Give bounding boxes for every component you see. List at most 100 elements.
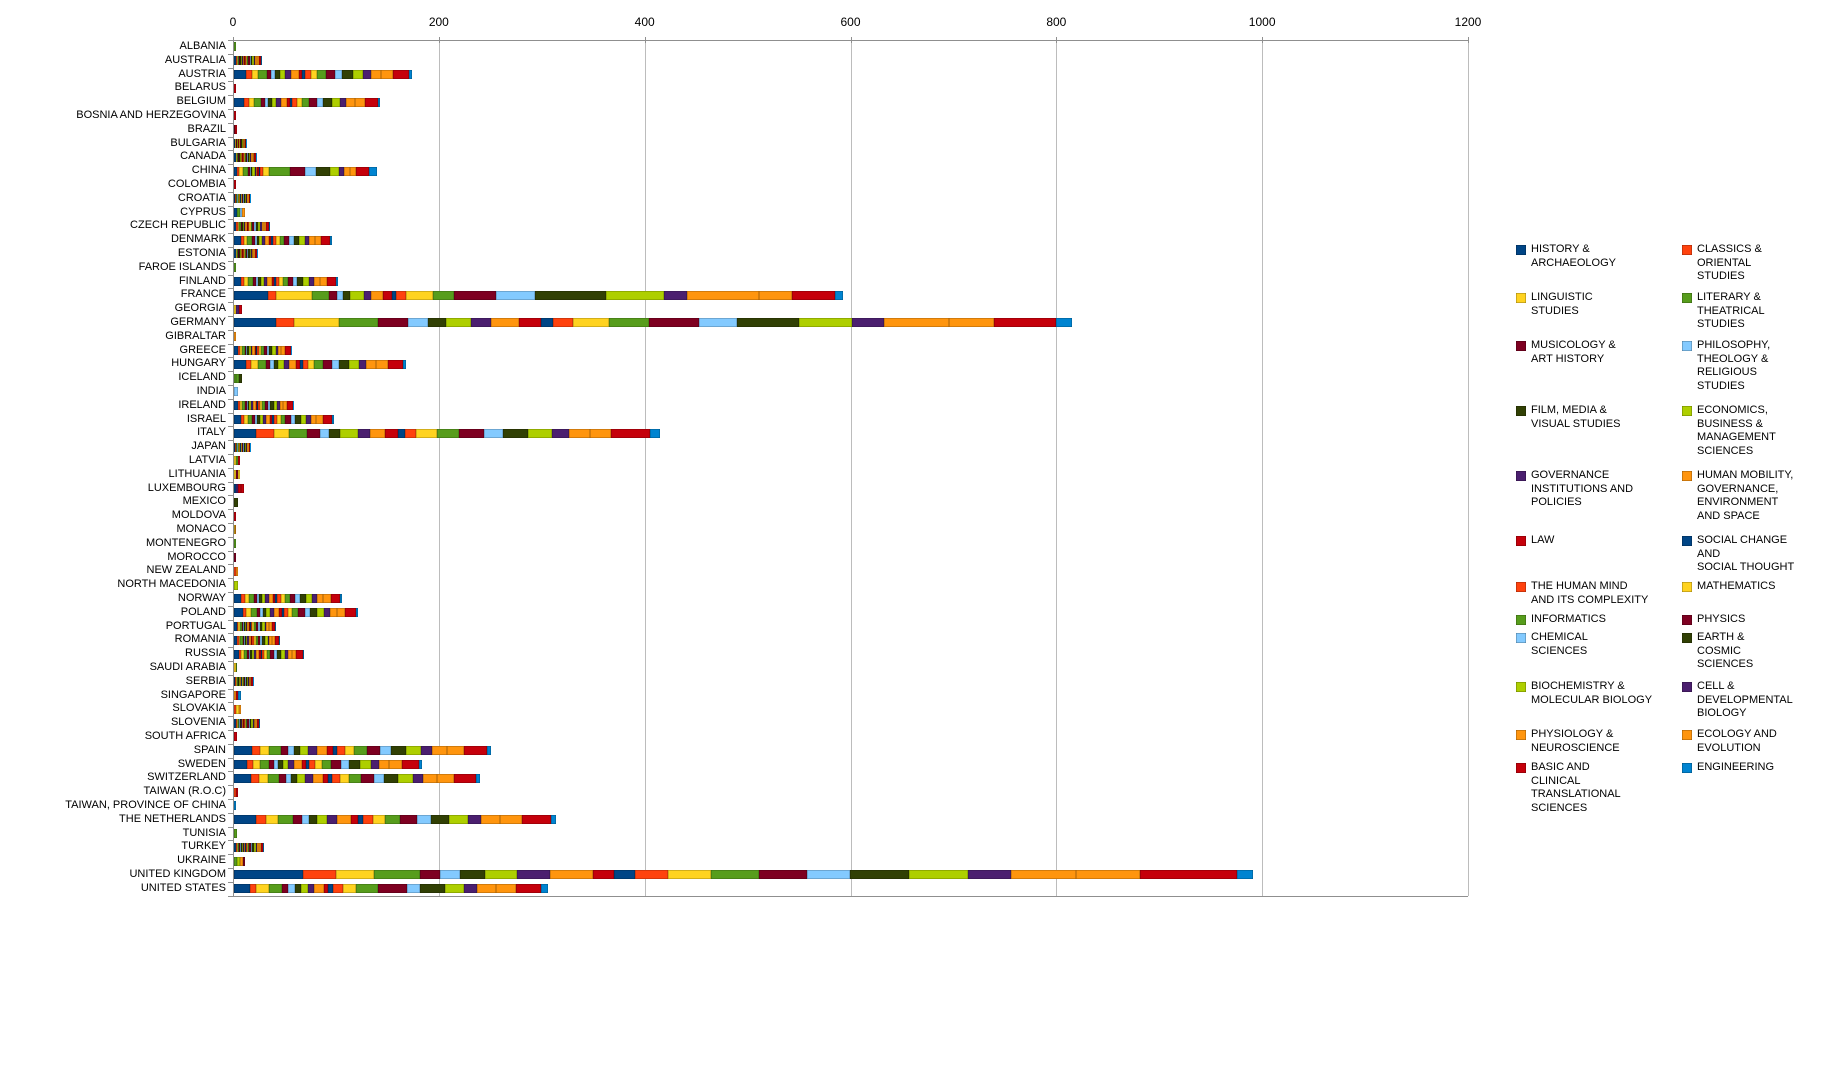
bar-segment (260, 346, 264, 355)
bar-segment (240, 208, 243, 217)
bar-segment (269, 635, 273, 645)
bar-segment (273, 649, 277, 659)
bar-segment (243, 249, 245, 259)
bar-segment (259, 746, 270, 756)
bar-segment (239, 442, 240, 452)
country-bar (234, 856, 246, 866)
bar-segment (244, 249, 247, 259)
bar-segment (269, 346, 273, 355)
gridline (1262, 40, 1264, 896)
legend-item: PHYSIOLOGY & NEUROSCIENCE (1516, 728, 1682, 761)
bar-segment (256, 56, 259, 66)
bar-segment (308, 359, 315, 369)
legend-label: ECONOMICS, BUSINESS & MANAGEMENT SCIENCE… (1697, 404, 1776, 457)
country-bar (234, 318, 1072, 328)
country-bar (234, 553, 237, 562)
bar-segment (308, 815, 318, 825)
bar-segment (265, 594, 269, 604)
bar-segment (234, 415, 241, 424)
bar-segment (241, 277, 245, 286)
bar-segment (296, 359, 300, 369)
legend-item: PHILOSOPHY, THEOLOGY & RELIGIOUS STUDIES (1682, 339, 1835, 404)
bar-segment (269, 235, 272, 245)
y-axis-tick (228, 578, 233, 580)
bar-segment (250, 773, 259, 783)
country-label: SWITZERLAND (147, 771, 226, 784)
bar-segment (310, 415, 317, 424)
bar-segment (698, 318, 738, 328)
y-axis-tick (228, 412, 233, 414)
legend-label: BASIC AND CLINICAL TRANSLATIONAL SCIENCE… (1531, 761, 1621, 814)
bar-segment (307, 884, 314, 894)
bar-segment (240, 194, 242, 204)
bar-segment (364, 97, 378, 107)
bar-segment (239, 718, 241, 728)
bar-segment (590, 428, 612, 438)
bar-segment (242, 208, 246, 217)
country-label: TUNISIA (182, 826, 226, 839)
bar-segment (267, 97, 272, 107)
bar-segment (337, 290, 343, 300)
bar-segment (380, 746, 391, 756)
bar-segment (342, 290, 351, 300)
country-bar (234, 415, 334, 424)
bar-segment (238, 484, 242, 493)
bar-segment (234, 856, 238, 866)
country-bar (234, 497, 239, 507)
legend-swatch-icon (1682, 763, 1692, 773)
bar-segment (328, 884, 334, 894)
bar-segment (248, 346, 251, 355)
legend-item: LINGUISTIC STUDIES (1516, 291, 1682, 339)
bar-segment (238, 691, 242, 700)
country-bar (234, 760, 423, 769)
bar-segment (281, 884, 289, 894)
bar-segment (340, 428, 359, 438)
bar-segment (234, 180, 237, 190)
bar-segment (251, 152, 253, 162)
bar-segment (247, 401, 250, 411)
bar-segment (262, 166, 270, 176)
bar-segment (340, 97, 347, 107)
bar-segment (245, 56, 246, 66)
country-label: RUSSIA (185, 647, 226, 660)
bar-segment (256, 718, 260, 728)
y-axis-tick (228, 536, 233, 538)
bar-segment (389, 760, 403, 769)
bar-segment (235, 125, 238, 135)
bar-segment (250, 649, 252, 659)
bar-segment (242, 152, 244, 162)
legend-swatch-icon (1516, 341, 1526, 351)
bar-segment (273, 235, 277, 245)
bar-segment (360, 773, 374, 783)
country-label: GERMANY (170, 316, 226, 328)
legend-label: ENGINEERING (1697, 761, 1775, 773)
bar-segment (243, 635, 245, 645)
legend-item: CELL & DEVELOPMENTAL BIOLOGY (1682, 680, 1835, 728)
bar-segment (573, 318, 609, 328)
y-axis-tick (228, 178, 233, 179)
bar-segment (403, 359, 406, 369)
bar-segment (279, 635, 281, 645)
country-label: ISRAEL (186, 412, 226, 425)
bar-segment (240, 442, 242, 452)
bar-segment (737, 318, 800, 328)
bar-segment (402, 760, 420, 769)
legend-label: MUSICOLOGY & ART HISTORY (1531, 339, 1616, 365)
bar-segment (241, 346, 245, 355)
bar-segment (235, 677, 237, 687)
bar-segment (243, 649, 247, 659)
bar-segment (258, 70, 267, 79)
bar-segment (252, 221, 255, 231)
country-bar (234, 56, 262, 66)
bar-segment (335, 870, 374, 880)
bar-segment (300, 746, 309, 756)
legend-swatch-icon (1516, 582, 1526, 592)
bar-segment (253, 622, 256, 631)
country-bar (234, 635, 281, 645)
bar-segment (356, 608, 359, 618)
bar-segment (316, 415, 324, 424)
bar-segment (236, 622, 239, 631)
bar-segment (251, 635, 253, 645)
bar-segment (263, 346, 267, 355)
bar-segment (260, 842, 264, 852)
